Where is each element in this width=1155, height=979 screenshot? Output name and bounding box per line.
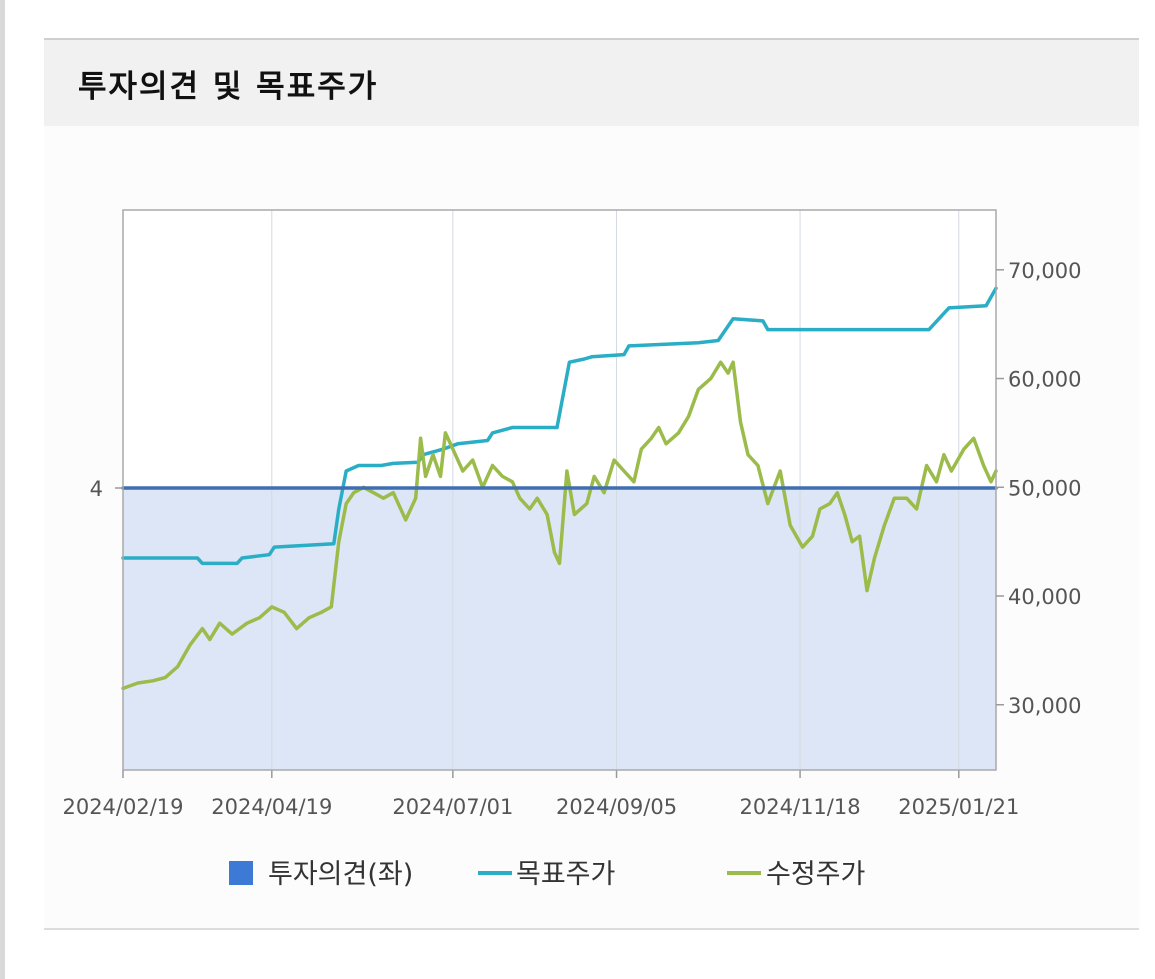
y-right-tick-label: 60,000	[1008, 368, 1081, 392]
y-right-tick-label: 30,000	[1008, 694, 1081, 718]
legend-opinion-swatch	[229, 861, 253, 885]
legend-price-label: 수정주가	[766, 859, 865, 890]
window-edge	[0, 0, 5, 979]
x-tick-label: 2024/07/01	[392, 795, 513, 819]
opinion-area-fill	[123, 488, 996, 770]
adjusted-price-line	[121, 360, 998, 691]
panel-header: 투자의견 및 목표주가	[44, 40, 1139, 126]
y-right-tick-label: 40,000	[1008, 585, 1081, 609]
target-price-line	[121, 286, 998, 566]
legend-opinion-label: 투자의견(좌)	[268, 859, 413, 890]
panel-title: 투자의견 및 목표주가	[78, 68, 379, 105]
plot-border	[122, 209, 997, 771]
y-left-tick-label: 4	[90, 477, 103, 501]
x-tick-label: 2024/02/19	[62, 795, 183, 819]
legend-target-label: 목표주가	[516, 859, 615, 890]
y-right-tick-label: 50,000	[1008, 476, 1081, 500]
x-tick-label: 2024/04/19	[211, 795, 332, 819]
x-tick-label: 2025/01/21	[898, 795, 1019, 819]
x-tick-label: 2024/09/05	[556, 795, 677, 819]
y-right-tick-label: 70,000	[1008, 259, 1081, 283]
x-tick-label: 2024/11/18	[740, 795, 861, 819]
